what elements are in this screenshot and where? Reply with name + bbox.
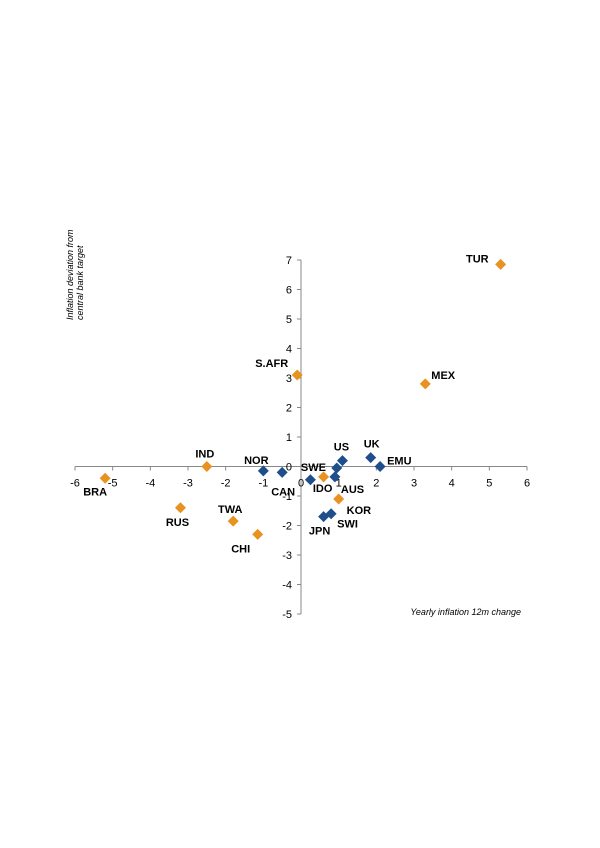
- y-tick-label: -5: [282, 609, 292, 621]
- point-label-rus: RUS: [166, 517, 189, 529]
- x-tick-label: -1: [258, 478, 268, 490]
- data-point-unlabeled: [331, 462, 343, 474]
- y-axis-title-line-1: Inflation deviation from: [65, 229, 75, 320]
- point-label-swi: SWI: [337, 519, 358, 531]
- data-point-kor: [333, 493, 345, 505]
- x-tick-label: 5: [486, 478, 492, 490]
- point-label-jpn: JPN: [309, 526, 330, 538]
- data-point-aus: [329, 471, 341, 483]
- point-label-can: CAN: [271, 486, 295, 498]
- chart-ticks: -6 -5 -4 -3 -2 -1 0 1 2 3 4 5 6 -5 -4 -3 -2 -1 0 1 2 3 4 5 6 7: [70, 255, 530, 621]
- data-point-rus: [174, 502, 186, 514]
- data-point-ido: [318, 471, 330, 483]
- point-label-nor: NOR: [244, 455, 269, 467]
- x-tick-label: -3: [183, 478, 193, 490]
- x-tick-label: 0: [298, 478, 304, 490]
- y-tick-label: 5: [286, 314, 292, 326]
- chart-points: [99, 258, 507, 540]
- data-point-mex: [419, 378, 431, 390]
- data-point-us: [336, 455, 348, 467]
- point-label-us: US: [334, 442, 349, 454]
- x-tick-label: 1: [336, 478, 342, 490]
- point-label-ido: IDO: [313, 483, 333, 495]
- data-point-tur: [495, 258, 507, 270]
- y-tick-label: -3: [282, 550, 292, 562]
- y-tick-label: 0: [286, 462, 292, 474]
- point-label-uk: UK: [364, 439, 380, 451]
- point-label-chi: CHI: [231, 543, 250, 555]
- point-label-bra: BRA: [83, 486, 107, 498]
- data-point-emu: [374, 461, 386, 472]
- x-axis-title: Yearly inflation 12m change: [410, 607, 521, 617]
- data-point-safr: [291, 369, 303, 381]
- y-tick-label: 6: [286, 285, 292, 297]
- point-label-aus: AUS: [341, 484, 364, 496]
- x-tick-label: 6: [524, 478, 530, 490]
- data-point-twa: [227, 515, 239, 527]
- x-tick-label: -2: [221, 478, 231, 490]
- x-tick-label: -4: [145, 478, 155, 490]
- y-tick-label: -4: [282, 580, 292, 592]
- data-point-bra: [99, 472, 111, 484]
- y-tick-label: 1: [286, 432, 292, 444]
- y-tick-label: 3: [286, 373, 292, 385]
- y-axis-title: Inflation deviation from central bank ta…: [65, 229, 85, 320]
- data-point-swi: [325, 508, 337, 520]
- point-label-tur: TUR: [466, 253, 489, 265]
- x-tick-label: 2: [373, 478, 379, 490]
- point-label-mex: MEX: [431, 370, 456, 382]
- y-axis-title-line-2: central bank target: [75, 245, 85, 320]
- y-tick-label: 7: [286, 255, 292, 267]
- point-label-safr: S.AFR: [255, 358, 288, 370]
- x-tick-label: -6: [70, 478, 80, 490]
- point-label-swe: SWE: [301, 462, 326, 474]
- y-tick-label: -2: [282, 521, 292, 533]
- x-tick-label: 3: [411, 478, 417, 490]
- y-tick-label: 4: [286, 344, 292, 356]
- data-point-uk: [365, 452, 377, 464]
- chart-labels: TUR MEX S.AFR IND BRA RUS TWA CHI IDO KOR UK EMU US A…: [83, 253, 488, 555]
- point-label-ind: IND: [195, 449, 214, 461]
- data-point-can: [276, 466, 288, 478]
- y-tick-label: 2: [286, 403, 292, 415]
- data-point-nor: [257, 465, 269, 477]
- x-tick-label: 4: [449, 478, 455, 490]
- data-point-swe: [304, 474, 316, 486]
- point-label-kor: KOR: [347, 505, 372, 517]
- point-label-twa: TWA: [218, 504, 242, 516]
- y-tick-label: -1: [282, 491, 292, 503]
- data-point-chi: [252, 528, 264, 540]
- data-point-ind: [201, 461, 213, 472]
- x-tick-label: -5: [108, 478, 118, 490]
- point-label-emu: EMU: [387, 456, 412, 468]
